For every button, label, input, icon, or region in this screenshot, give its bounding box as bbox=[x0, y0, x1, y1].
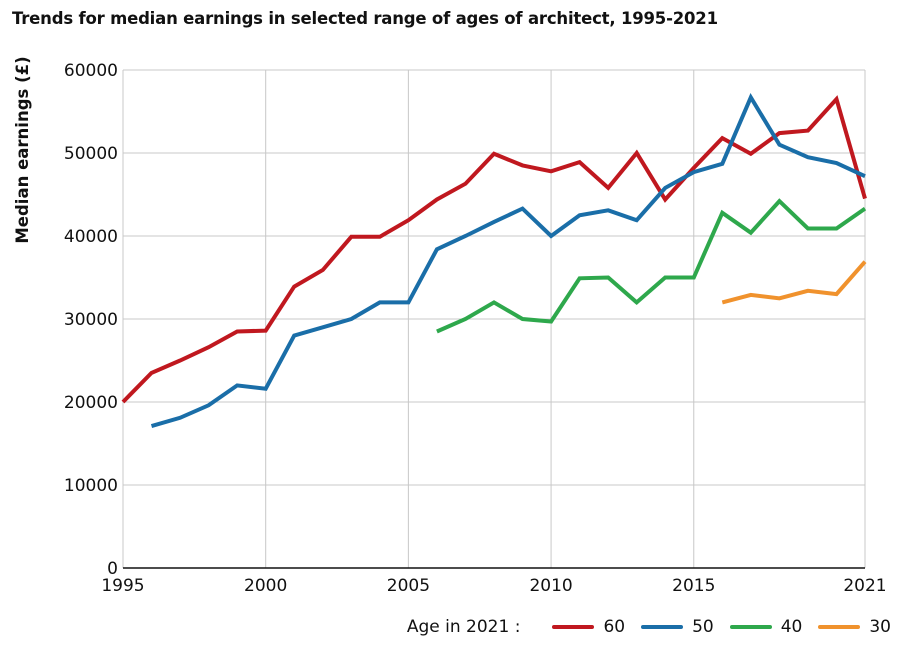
legend-label: 60 bbox=[603, 617, 626, 637]
y-axis-label: Median earnings (£) bbox=[13, 56, 32, 243]
y-tick-label: 30000 bbox=[64, 310, 118, 330]
y-tick-label: 20000 bbox=[64, 393, 118, 413]
series-line-age-40 bbox=[436, 198, 867, 334]
y-tick-label: 60000 bbox=[64, 61, 118, 81]
series-line-age-60 bbox=[121, 95, 867, 404]
legend-label: 40 bbox=[780, 617, 803, 637]
x-tick-label: 2010 bbox=[529, 576, 572, 596]
legend-item-age-50: 50 bbox=[641, 617, 714, 637]
x-tick-label: 2015 bbox=[672, 576, 715, 596]
legend-label: 50 bbox=[692, 617, 714, 637]
legend-swatch bbox=[818, 625, 861, 629]
legend-item-age-60: 60 bbox=[552, 617, 625, 637]
y-tick-label: 40000 bbox=[64, 227, 118, 247]
x-tick-label: 2005 bbox=[387, 576, 430, 596]
y-tick-label: 10000 bbox=[64, 476, 118, 496]
legend-swatch bbox=[552, 625, 595, 629]
legend-item-age-30: 30 bbox=[818, 617, 891, 637]
legend-label: 30 bbox=[869, 617, 891, 637]
data-series bbox=[121, 93, 867, 429]
legend-swatch bbox=[641, 625, 684, 629]
series-line-age-50 bbox=[150, 93, 866, 429]
legend: Age in 2021 : 60 50 40 30 bbox=[407, 617, 891, 637]
grid-lines bbox=[122, 69, 866, 568]
legend-item-age-40: 40 bbox=[729, 617, 803, 637]
x-tick-label: 2021 bbox=[843, 576, 886, 596]
series-line-age-30 bbox=[721, 260, 867, 305]
y-tick-label: 50000 bbox=[64, 144, 118, 164]
x-tick-label: 1995 bbox=[101, 576, 144, 596]
chart-title: Trends for median earnings in selected r… bbox=[12, 9, 718, 28]
x-tick-label: 2000 bbox=[244, 576, 287, 596]
y-tick-label: 0 bbox=[107, 559, 118, 579]
legend-title: Age in 2021 : bbox=[406, 617, 521, 637]
legend-swatch bbox=[729, 625, 772, 629]
axis-tick-labels: 0 10000 20000 30000 40000 50000 60000 1995 2000 2… bbox=[64, 61, 887, 596]
